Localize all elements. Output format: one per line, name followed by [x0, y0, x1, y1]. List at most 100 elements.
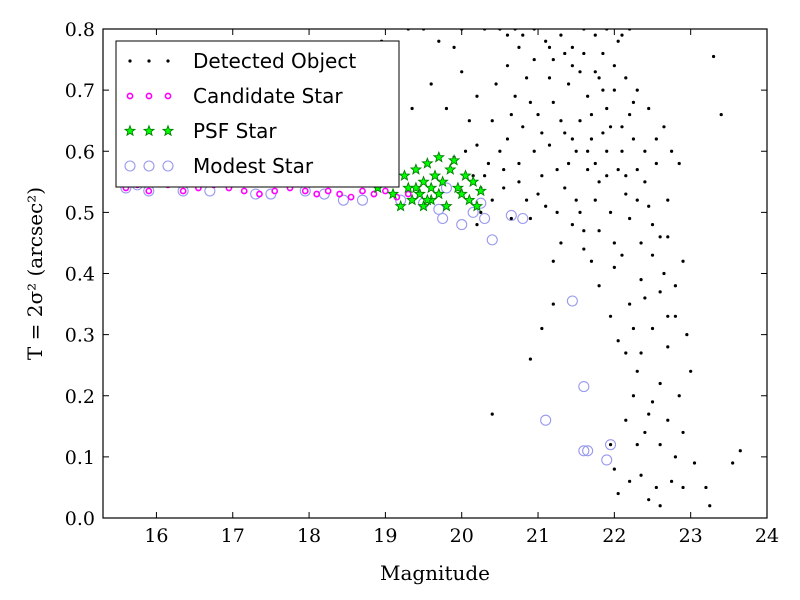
point-detected-object: [563, 186, 567, 190]
point-psf-star: [394, 199, 407, 212]
point-modest-star: [578, 381, 590, 393]
point-detected-object: [628, 302, 632, 306]
y-tick-label: 0.1: [65, 447, 95, 469]
point-detected-object: [593, 33, 597, 37]
point-detected-object: [517, 161, 521, 166]
point-detected-object: [528, 357, 533, 361]
point-detected-object: [578, 119, 582, 123]
point-detected-object: [570, 137, 574, 141]
point-detected-object: [650, 326, 655, 331]
point-detected-object: [685, 333, 689, 337]
point-detected-object: [628, 112, 632, 117]
point-detected-object: [601, 88, 605, 92]
point-detected-object: [612, 64, 616, 68]
point-detected-object: [612, 467, 616, 471]
point-detected-object: [582, 229, 586, 233]
point-detected-object: [532, 57, 536, 62]
point-detected-object: [673, 284, 678, 288]
point-detected-object: [647, 498, 651, 502]
point-detected-object: [650, 253, 655, 257]
point-detected-object: [624, 351, 628, 355]
point-detected-object: [647, 106, 651, 111]
point-detected-object: [677, 161, 681, 166]
point-detected-object: [566, 161, 571, 166]
point-detected-object: [605, 174, 609, 178]
point-detected-object: [631, 394, 636, 398]
point-detected-object: [620, 33, 624, 37]
point-candidate-star: [313, 190, 321, 198]
point-detected-object: [704, 485, 708, 490]
point-detected-object: [662, 271, 666, 276]
point-modest-star: [601, 454, 613, 466]
point-modest-star: [517, 212, 529, 225]
legend-marker-detected-object: [128, 59, 132, 63]
point-detected-object: [654, 137, 658, 141]
point-detected-object: [536, 112, 540, 117]
point-detected-object: [528, 216, 533, 221]
point-detected-object: [547, 76, 552, 80]
point-detected-object: [624, 418, 628, 422]
point-detected-object: [559, 241, 563, 245]
point-detected-object: [605, 106, 609, 111]
point-detected-object: [452, 45, 456, 49]
point-modest-star: [604, 439, 617, 451]
point-detected-object: [662, 125, 666, 129]
point-detected-object: [566, 82, 571, 86]
point-modest-star: [356, 194, 369, 206]
point-detected-object: [547, 143, 552, 147]
point-detected-object: [505, 137, 510, 141]
y-tick-label: 0.2: [65, 386, 95, 408]
point-psf-star: [417, 175, 430, 188]
point-detected-object: [639, 351, 643, 355]
x-tick-label: 17: [221, 525, 245, 547]
point-detected-object: [692, 461, 697, 465]
point-detected-object: [654, 485, 658, 490]
point-detected-object: [490, 198, 494, 202]
point-modest-star: [578, 445, 590, 457]
point-detected-object: [490, 412, 494, 416]
series-detected-object: [379, 29, 742, 508]
point-detected-object: [555, 167, 559, 172]
point-detected-object: [586, 149, 590, 153]
point-detected-object: [681, 430, 685, 435]
point-modest-star: [486, 234, 498, 246]
point-detected-object: [509, 216, 513, 221]
point-detected-object: [647, 204, 651, 208]
point-psf-star: [409, 181, 423, 194]
x-tick-label: 19: [373, 525, 397, 547]
point-detected-object: [517, 45, 521, 49]
point-modest-star: [505, 209, 517, 221]
point-detected-object: [635, 443, 639, 447]
point-detected-object: [505, 64, 510, 68]
point-candidate-star: [404, 190, 412, 198]
legend-marker-candidate-star: [164, 92, 172, 100]
point-detected-object: [578, 70, 582, 74]
point-detected-object: [509, 112, 513, 117]
point-detected-object: [639, 241, 643, 245]
x-tick-label: 16: [144, 525, 168, 547]
point-modest-star: [582, 445, 594, 457]
point-detected-object: [673, 455, 678, 459]
point-psf-star: [463, 193, 476, 206]
point-detected-object: [498, 149, 502, 153]
point-detected-object: [563, 51, 567, 56]
point-detected-object: [658, 443, 662, 447]
point-detected-object: [589, 112, 594, 117]
point-psf-star: [409, 163, 423, 175]
y-tick-label: 0.8: [65, 19, 95, 41]
point-detected-object: [578, 210, 582, 214]
point-candidate-star: [381, 187, 389, 195]
point-detected-object: [669, 149, 674, 153]
point-modest-star: [456, 219, 468, 231]
point-detected-object: [731, 461, 735, 465]
point-detected-object: [612, 241, 616, 245]
point-detected-object: [624, 192, 628, 196]
point-detected-object: [677, 394, 681, 398]
legend-label-psf-star: PSF Star: [193, 119, 277, 143]
point-detected-object: [666, 418, 670, 422]
point-detected-object: [635, 167, 639, 172]
point-detected-object: [689, 369, 693, 373]
point-detected-object: [463, 149, 468, 153]
point-detected-object: [719, 112, 723, 117]
x-tick-label: 23: [679, 525, 703, 547]
